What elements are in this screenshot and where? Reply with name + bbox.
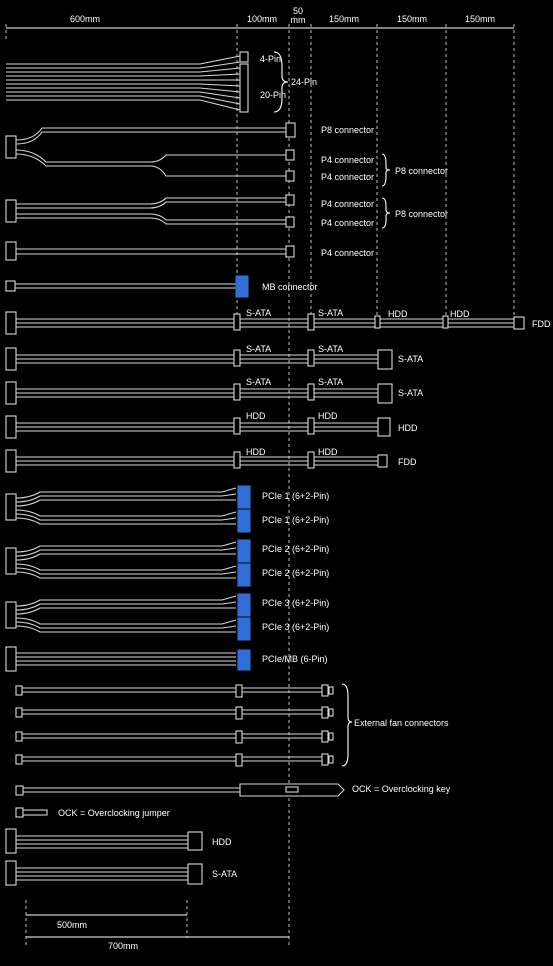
dim-50-a: 50 [293, 6, 303, 16]
p4-label-d: P4 connector [321, 218, 374, 228]
p8-pair-label-b: P8 connector [395, 209, 448, 219]
pcie3-label-b: PCIe 3 (6+2-Pin) [262, 622, 329, 632]
pcie-cable-2 [5, 539, 251, 587]
p8-pair-label-a: P8 connector [395, 166, 448, 176]
pcie-cable-1 [5, 485, 251, 533]
fans-label: External fan connectors [354, 718, 449, 728]
mb-cable [5, 275, 249, 298]
hdd-fdd-cable [5, 449, 388, 473]
sata-label-4: S-ATA [318, 344, 343, 354]
hdd-label-5: HDD [398, 423, 418, 433]
dim-150-b: 150mm [397, 14, 427, 24]
dim-100: 100mm [247, 14, 277, 24]
dim-150-c: 150mm [465, 14, 495, 24]
bottom-sata-cable [5, 860, 203, 886]
hdd-label-8: HDD [212, 837, 232, 847]
dim-700: 700mm [108, 941, 138, 951]
fan-cables [15, 683, 353, 767]
hdd-label-6: HDD [246, 447, 266, 457]
p4-label-c: P4 connector [321, 199, 374, 209]
p4-label-b: P4 connector [321, 172, 374, 182]
dim-500: 500mm [57, 920, 87, 930]
p8-label: P8 connector [321, 125, 374, 135]
pcie1-label-a: PCIe 1 (6+2-Pin) [262, 491, 329, 501]
hdd-label-4: HDD [318, 411, 338, 421]
pin24-label: 24-Pin [291, 77, 317, 87]
ock-jumper-label: OCK = Overclocking jumper [58, 808, 170, 818]
pcie3-label-a: PCIe 3 (6+2-Pin) [262, 598, 329, 608]
fdd-label-2: FDD [398, 457, 417, 467]
ock-key-cable [15, 783, 345, 797]
pin4-label: 4-Pin [260, 54, 281, 64]
hdd-label-2: HDD [450, 309, 470, 319]
pcie2-label-a: PCIe 2 (6+2-Pin) [262, 544, 329, 554]
sata-cable-1 [5, 347, 393, 371]
hdd-label-7: HDD [318, 447, 338, 457]
dim-150-a: 150mm [329, 14, 359, 24]
ock-key-label: OCK = Overclocking key [352, 784, 451, 794]
pcie1-label-b: PCIe 1 (6+2-Pin) [262, 515, 329, 525]
pcie-mb-cable [5, 646, 251, 672]
p4-label-e: P4 connector [321, 248, 374, 258]
bottom-dimension-bars [26, 914, 289, 938]
hdd-label-3: HDD [246, 411, 266, 421]
sata-label-3: S-ATA [246, 344, 271, 354]
ock-jumper-icon [15, 807, 48, 818]
cpu-cable-2 [5, 194, 391, 229]
cpu-cable-3 [5, 241, 295, 261]
sata-label-9: S-ATA [212, 869, 237, 879]
sata-label-2: S-ATA [318, 308, 343, 318]
sata-label-5: S-ATA [398, 354, 423, 364]
sata-label-7: S-ATA [318, 377, 343, 387]
pin20-label: 20-Pin [260, 90, 286, 100]
dim-50-b: mm [291, 15, 306, 25]
p4-label-a: P4 connector [321, 155, 374, 165]
sata-label-1: S-ATA [246, 308, 271, 318]
pcie-mb-label: PCIe/MB (6-Pin) [262, 654, 328, 664]
sata-label-6: S-ATA [246, 377, 271, 387]
atx-24pin-cable [6, 51, 289, 113]
cpu-cable-1 [5, 122, 391, 187]
sata-cable-2 [5, 381, 393, 405]
peripheral-cable-1 [5, 311, 525, 335]
pcie-cable-3 [5, 593, 251, 641]
pcie2-label-b: PCIe 2 (6+2-Pin) [262, 568, 329, 578]
bottom-hdd-cable [5, 828, 203, 854]
fdd-label-1: FDD [532, 319, 551, 329]
hdd-label-1: HDD [388, 309, 408, 319]
sata-label-8: S-ATA [398, 388, 423, 398]
dim-600: 600mm [70, 14, 100, 24]
mb-connector-label: MB connector [262, 282, 318, 292]
hdd-cable [5, 415, 391, 439]
dimension-guides [5, 24, 515, 945]
